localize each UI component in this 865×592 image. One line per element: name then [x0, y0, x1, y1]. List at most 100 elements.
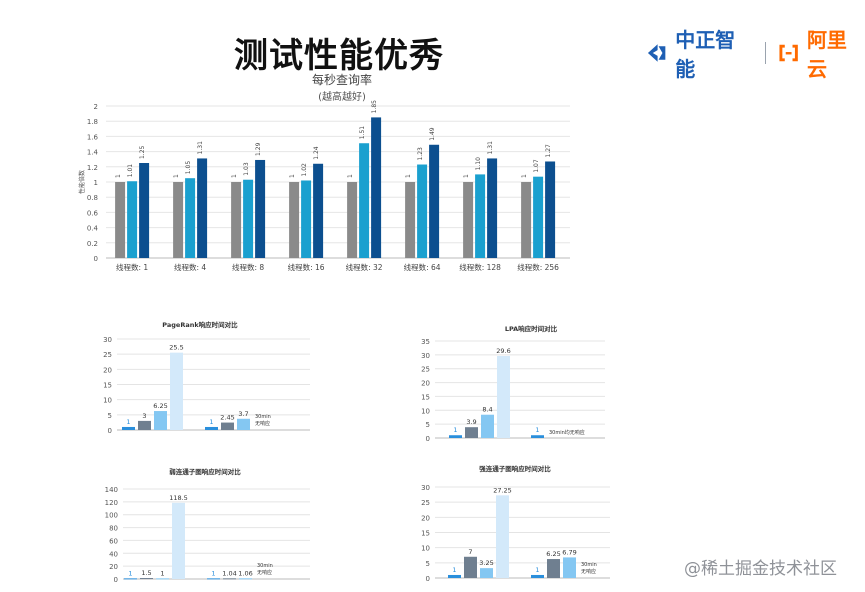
bar-value-label: 7 — [468, 548, 472, 556]
chart-title: 每秒查询率 — [312, 72, 372, 87]
bar-value-label: 2.45 — [220, 414, 234, 422]
bar-value-label: 3 — [142, 412, 146, 420]
x-tick-label: 线程数: 32 — [346, 262, 383, 272]
bar-value-label: 1 — [535, 426, 539, 434]
bar — [255, 159, 266, 258]
y-tick-label: 40 — [109, 550, 118, 558]
bar-value-label: 1.05 — [185, 161, 192, 175]
y-tick-label: 0 — [108, 427, 112, 435]
bar-value-label: 1 — [231, 174, 238, 178]
bar-value-label: 1 — [452, 566, 456, 574]
bar — [173, 182, 184, 258]
y-tick-label: 120 — [105, 499, 118, 507]
y-tick-label: 30 — [421, 484, 430, 492]
y-tick-label: 30 — [103, 336, 112, 344]
x-tick-label: 线程数: 128 — [459, 262, 501, 272]
bar-value-label: 1.27 — [545, 144, 552, 158]
bar-value-label: 1 — [453, 426, 457, 434]
slide-title: 测试性能优秀 — [234, 36, 444, 76]
bar — [139, 163, 150, 258]
bar — [231, 182, 242, 258]
brand-zhongzheng: 中正智能 — [675, 28, 736, 81]
bar-value-label: 1.06 — [238, 569, 252, 577]
bar-value-label: 27.25 — [493, 486, 512, 494]
bar — [122, 426, 135, 430]
chart-title: LPA响应时间对比 — [505, 324, 558, 333]
wcc-chart: 弱连通子图响应时间对比 0 20 40 60 80 100 120 140 1 1.5 1 118.5 1… — [105, 467, 310, 584]
bar-value-label: 1 — [405, 174, 412, 178]
y-tick-label: 10 — [421, 407, 430, 415]
bar-value-label: 1 — [128, 569, 132, 577]
bar-value-label: 1 — [173, 174, 180, 178]
y-tick-label: 0 — [426, 575, 430, 583]
bar-value-label: 29.6 — [496, 347, 510, 355]
y-tick-label: 5 — [108, 412, 112, 420]
bar — [496, 495, 509, 578]
no-response-note: 无响应 — [255, 420, 270, 427]
brand-logos: 中正智能 阿里云 — [646, 24, 865, 82]
bar-value-label: 6.79 — [562, 548, 576, 556]
bar-value-label: 1.5 — [141, 569, 151, 577]
bar — [481, 414, 494, 438]
y-tick-label: 0.8 — [87, 194, 98, 202]
no-response-note: 无响应 — [581, 568, 596, 575]
y-tick-label: 2 — [94, 103, 98, 111]
bar-value-label: 3.7 — [238, 410, 248, 418]
bar-value-label: 1.29 — [255, 142, 262, 156]
bar — [170, 352, 183, 430]
no-response-note: 无响应 — [257, 569, 272, 576]
bar — [197, 158, 208, 258]
y-tick-label: 0.2 — [87, 240, 98, 248]
bar — [313, 163, 324, 258]
y-tick-label: 1.2 — [87, 164, 98, 172]
y-tick-label: 30 — [421, 352, 430, 360]
bar — [359, 143, 370, 258]
y-tick-label: 20 — [421, 380, 430, 388]
aliyun-logo-icon — [779, 44, 798, 62]
y-tick-label: 25 — [421, 499, 430, 507]
no-response-note: 30min — [257, 563, 273, 569]
y-tick-label: 140 — [105, 486, 118, 494]
bar-value-label: 1.31 — [487, 141, 494, 155]
y-tick-label: 20 — [421, 514, 430, 522]
y-tick-label: 20 — [109, 563, 118, 571]
watermark: @稀土掘金技术社区 — [684, 559, 837, 579]
scc-chart: 强连通子图响应时间对比 0 5 10 15 20 25 30 1 7 3.25 27.25 1 6.25 6… — [421, 464, 610, 583]
y-tick-label: 5 — [426, 560, 430, 568]
bar-value-label: 1 — [521, 174, 528, 178]
bar — [124, 578, 137, 580]
y-tick-label: 1.6 — [87, 133, 99, 141]
y-tick-label: 25 — [103, 351, 112, 359]
y-tick-label: 0 — [94, 255, 98, 263]
y-tick-label: 15 — [421, 530, 430, 538]
y-tick-label: 5 — [426, 421, 430, 429]
bar — [237, 418, 250, 430]
lpa-chart: LPA响应时间对比 0 5 10 15 20 25 30 35 1 3.9 8.4 29.6 1 30min… — [421, 324, 605, 443]
bar-value-label: 1 — [289, 174, 296, 178]
bar — [185, 178, 196, 258]
zhongzheng-logo-icon — [647, 44, 666, 62]
bar-value-label: 1 — [126, 418, 130, 426]
bar — [301, 180, 312, 258]
bar — [475, 174, 486, 258]
no-response-note: 30min — [581, 562, 597, 568]
y-tick-label: 1 — [94, 179, 98, 187]
x-tick-label: 线程数: 8 — [232, 262, 264, 272]
bar-value-label: 1.23 — [417, 147, 424, 161]
bar — [521, 182, 532, 258]
x-tick-label: 线程数: 4 — [174, 262, 206, 272]
y-tick-label: 100 — [105, 512, 118, 520]
bar-value-label: 1.51 — [359, 126, 366, 140]
bar — [371, 117, 382, 259]
brand-aliyun: 阿里云 — [806, 28, 847, 81]
bar-value-label: 25.5 — [169, 344, 183, 352]
x-tick-label: 线程数: 1 — [116, 262, 148, 272]
bar-value-label: 1 — [160, 569, 164, 577]
bar — [207, 578, 220, 580]
bar — [533, 176, 544, 258]
bar — [464, 556, 477, 578]
bar-value-label: 6.25 — [153, 402, 167, 410]
bar — [448, 574, 461, 578]
bar — [243, 179, 254, 258]
bar — [239, 578, 252, 580]
